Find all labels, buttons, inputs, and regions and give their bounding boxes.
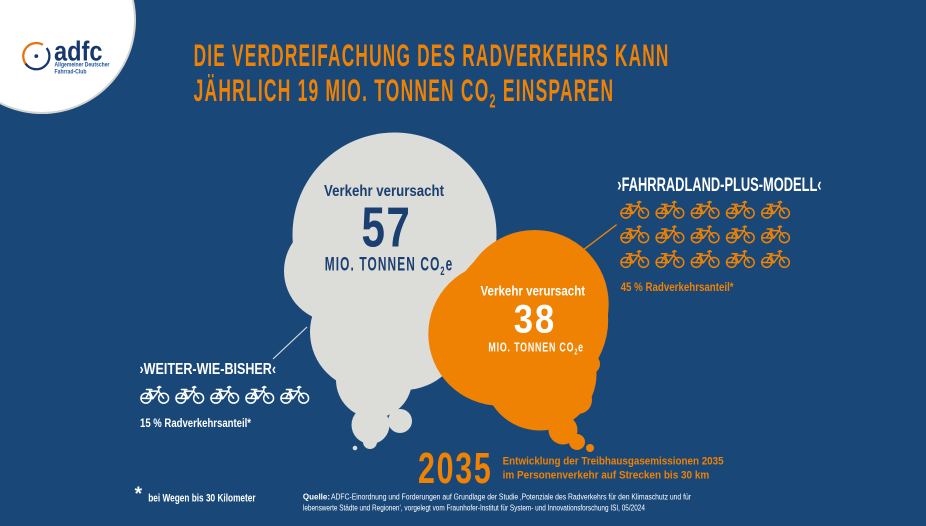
svg-text:15 % Radverkehrsanteil*: 15 % Radverkehrsanteil* [140,418,251,430]
svg-text:Verkehr verursacht: Verkehr verursacht [481,284,586,299]
svg-text:2035: 2035 [418,443,492,492]
svg-text:JÄHRLICH 19 MIO. TONNEN CO2 EI: JÄHRLICH 19 MIO. TONNEN CO2 EINSPAREN [194,74,615,113]
svg-text:Fahrrad-Club: Fahrrad-Club [55,68,87,75]
svg-text:ADFC-Einordnung und Forderunge: ADFC-Einordnung und Forderungen auf Grun… [331,492,691,501]
svg-text:Verkehr verursacht: Verkehr verursacht [324,183,444,200]
svg-text:45 % Radverkehrsanteil*: 45 % Radverkehrsanteil* [621,282,734,294]
svg-text:lebenswerte Städte und Regione: lebenswerte Städte und Regionen‘, vorgel… [303,503,645,512]
svg-text:38: 38 [514,296,556,341]
svg-text:›WEITER-WIE-BISHER‹: ›WEITER-WIE-BISHER‹ [140,361,277,378]
svg-text:MIO. TONNEN CO2e: MIO. TONNEN CO2e [325,255,454,278]
svg-text:adfc: adfc [54,36,103,67]
svg-text:bei Wegen bis 30 Kilometer: bei Wegen bis 30 Kilometer [148,492,256,504]
svg-text:57: 57 [362,196,412,260]
svg-text:Quelle:: Quelle: [303,492,330,501]
svg-text:im Personenverkehr auf Strecke: im Personenverkehr auf Strecken bis 30 k… [503,470,710,482]
svg-text:›FAHRRADLAND-PLUS-MODELL‹: ›FAHRRADLAND-PLUS-MODELL‹ [617,175,821,196]
svg-text:DIE VERDREIFACHUNG DES RADVERK: DIE VERDREIFACHUNG DES RADVERKEHRS KANN [194,39,670,74]
svg-text:Entwicklung der Treibhausgasem: Entwicklung der Treibhausgasemissionen 2… [503,456,724,468]
svg-text:Allgemeiner Deutscher: Allgemeiner Deutscher [55,62,110,69]
svg-text:*: * [135,484,143,505]
svg-text:MIO. TONNEN CO2e: MIO. TONNEN CO2e [488,341,583,357]
